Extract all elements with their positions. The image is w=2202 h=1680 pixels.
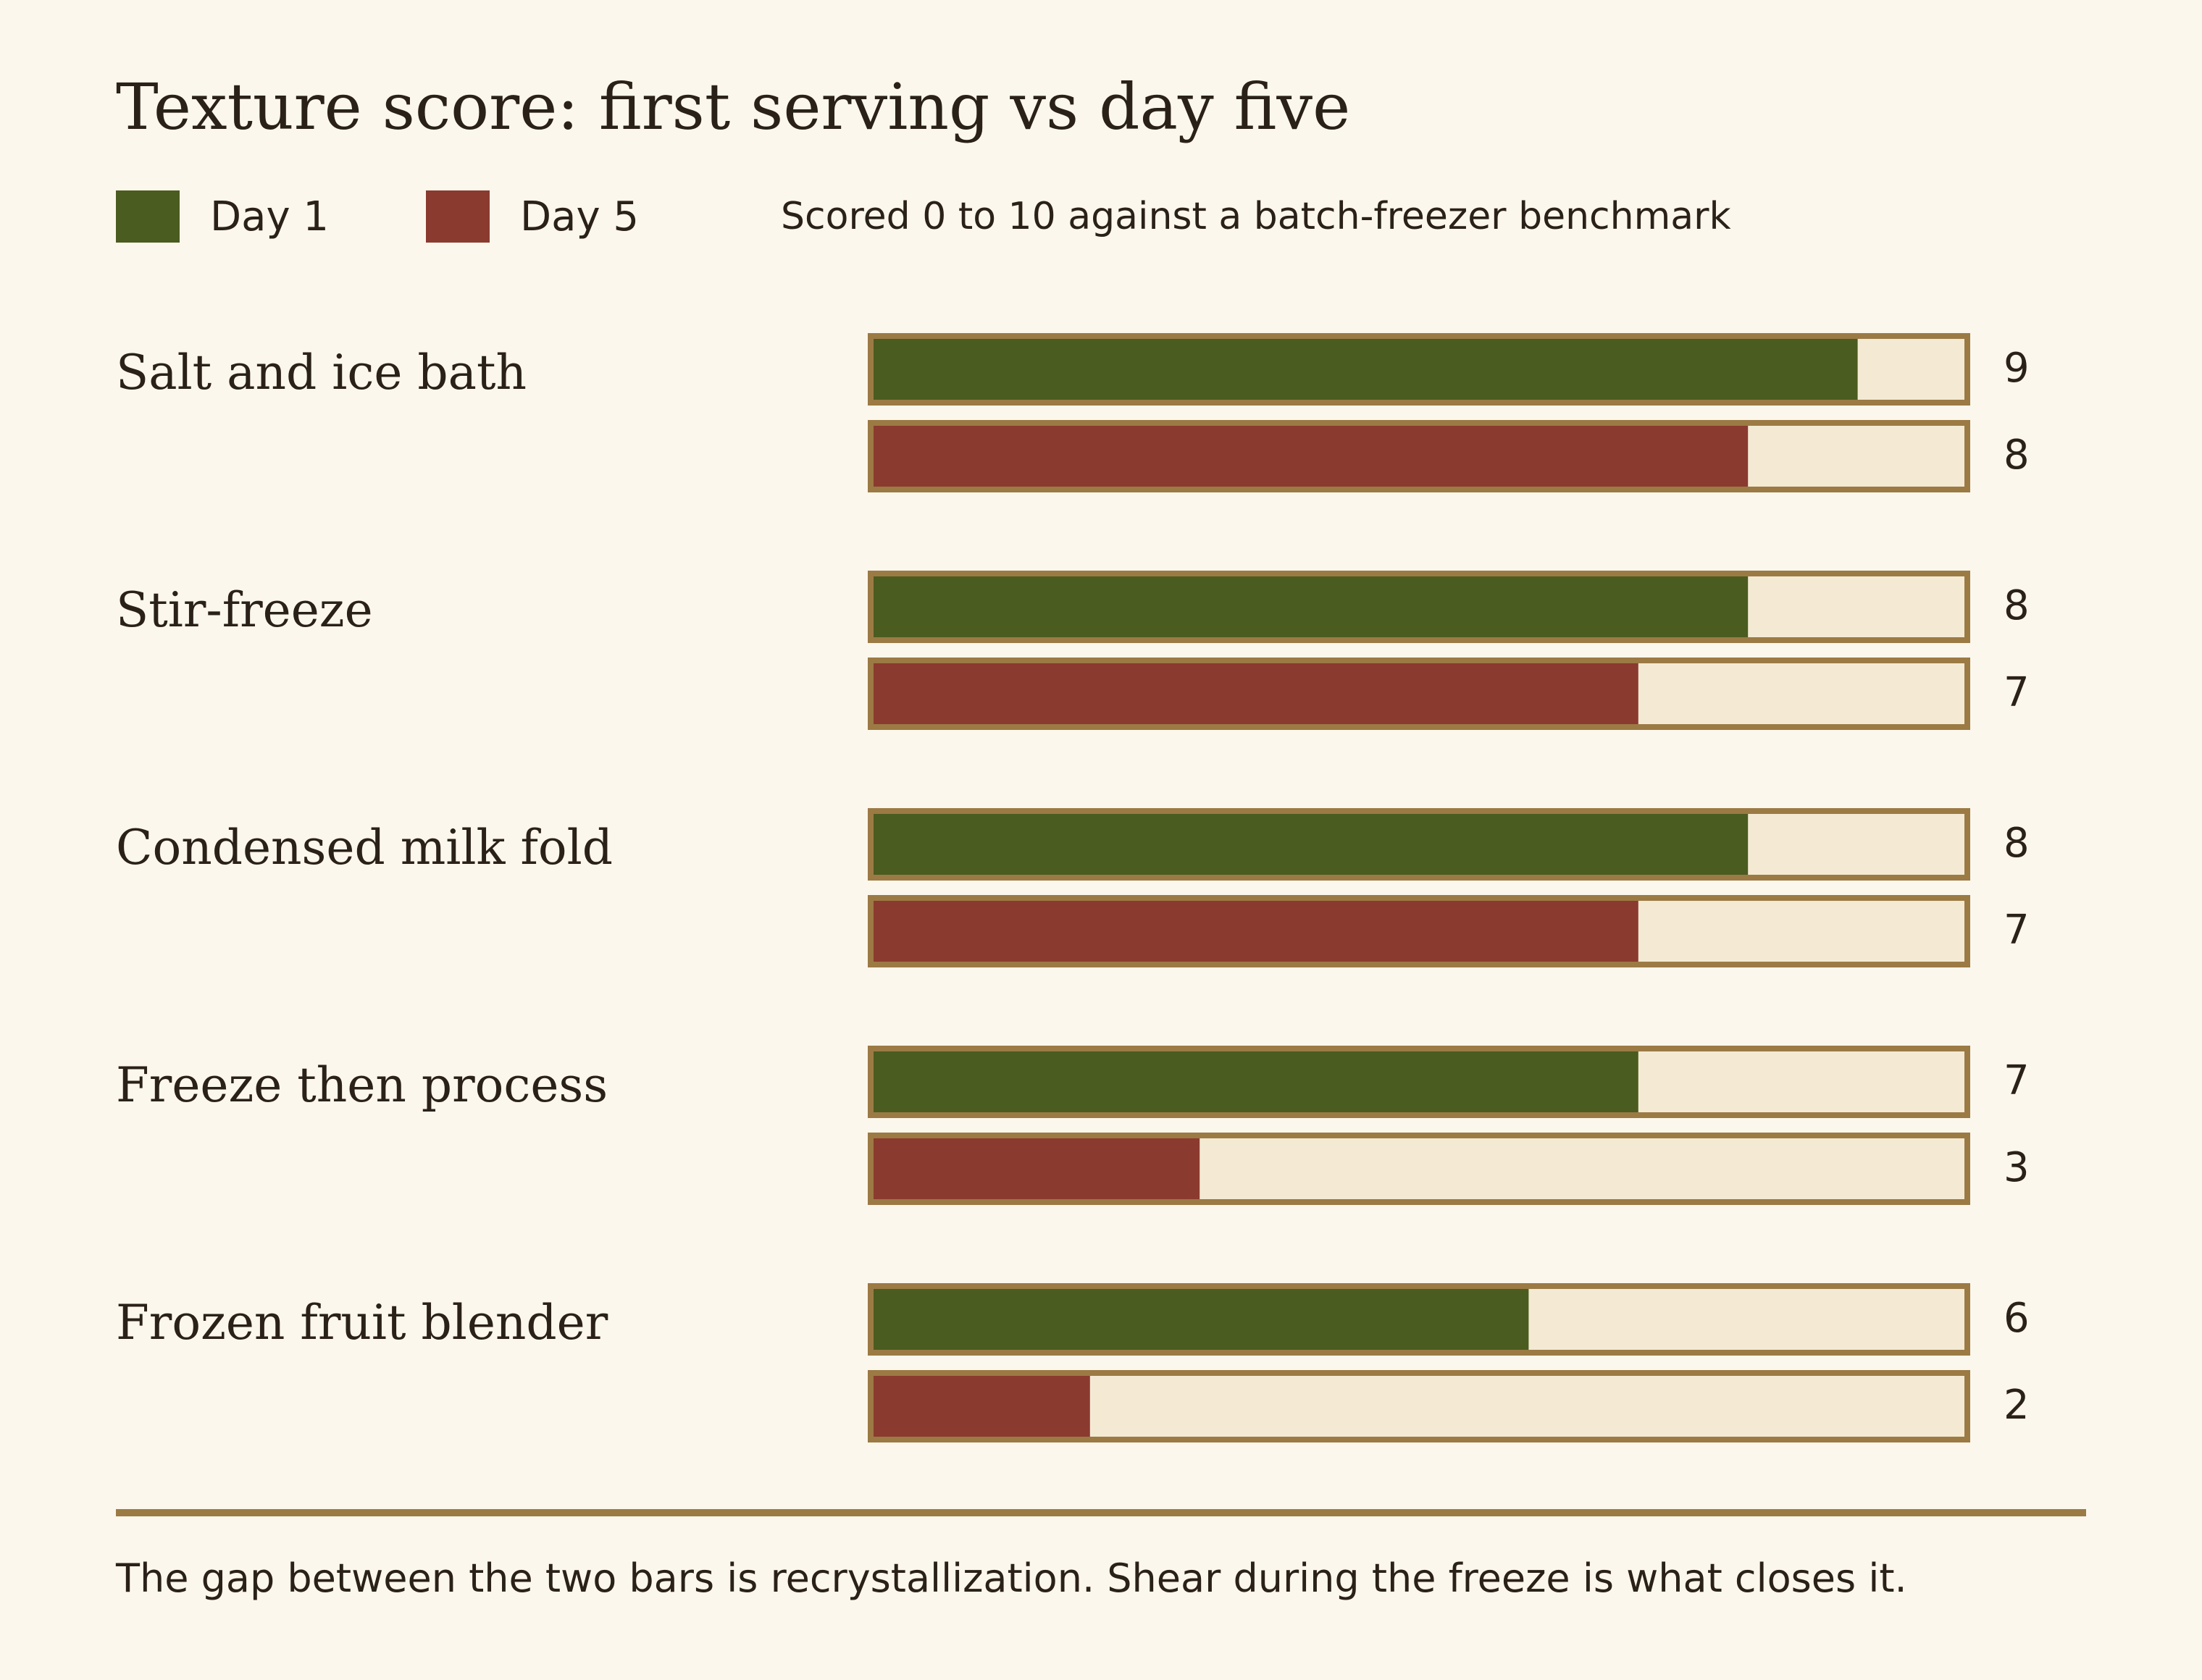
bar-stir-freeze-day-5 xyxy=(871,660,1638,727)
bar-frame-frozen-fruit-blender-day-5 xyxy=(868,1370,1970,1442)
value-label-frozen-fruit-blender-day-5: 2 xyxy=(2004,1382,2030,1429)
bar-freeze-then-process-day-5 xyxy=(871,1135,1200,1202)
bar-frozen-fruit-blender-day-1 xyxy=(871,1286,1529,1353)
chart-title: Texture score: first serving vs day five xyxy=(116,70,1351,144)
value-label-stir-freeze-day-5: 7 xyxy=(2004,669,2030,716)
value-label-freeze-then-process-day-1: 7 xyxy=(2004,1057,2030,1104)
legend-item-day1: Day 1 xyxy=(116,190,329,243)
scale-note: Scored 0 to 10 against a batch-freezer b… xyxy=(781,195,1731,238)
bar-frame-frozen-fruit-blender-day-1 xyxy=(868,1283,1970,1356)
legend-item-day5: Day 5 xyxy=(426,190,639,243)
bar-frame-freeze-then-process-day-1 xyxy=(868,1046,1970,1118)
value-label-condensed-milk-fold-day-5: 7 xyxy=(2004,907,2030,954)
bar-salt-and-ice-bath-day-1 xyxy=(871,336,1858,403)
footnote: The gap between the two bars is recrysta… xyxy=(116,1555,1907,1601)
legend-swatch-day1 xyxy=(116,190,180,243)
bar-stir-freeze-day-1 xyxy=(871,574,1749,640)
bar-frozen-fruit-blender-day-5 xyxy=(871,1373,1090,1440)
bar-condensed-milk-fold-day-5 xyxy=(871,898,1638,965)
bar-frame-stir-freeze-day-5 xyxy=(868,658,1970,730)
legend-label-day5: Day 5 xyxy=(520,193,640,240)
bar-frame-stir-freeze-day-1 xyxy=(868,571,1970,643)
category-label-condensed-milk-fold: Condensed milk fold xyxy=(116,820,613,875)
bar-frame-condensed-milk-fold-day-1 xyxy=(868,808,1970,881)
bar-condensed-milk-fold-day-1 xyxy=(871,811,1749,878)
category-label-stir-freeze: Stir-freeze xyxy=(116,582,373,638)
value-label-salt-and-ice-bath-day-1: 9 xyxy=(2004,345,2030,392)
category-label-frozen-fruit-blender: Frozen fruit blender xyxy=(116,1295,608,1351)
bar-frame-salt-and-ice-bath-day-5 xyxy=(868,420,1970,492)
bar-frame-salt-and-ice-bath-day-1 xyxy=(868,333,1970,406)
footer-divider xyxy=(116,1509,2086,1516)
legend: Day 1 Day 5 Scored 0 to 10 against a bat… xyxy=(116,187,1731,246)
bar-freeze-then-process-day-1 xyxy=(871,1049,1638,1115)
category-label-freeze-then-process: Freeze then process xyxy=(116,1057,608,1113)
bar-frame-freeze-then-process-day-5 xyxy=(868,1133,1970,1205)
value-label-condensed-milk-fold-day-1: 8 xyxy=(2004,820,2030,867)
category-label-salt-and-ice-bath: Salt and ice bath xyxy=(116,345,527,400)
bar-frame-condensed-milk-fold-day-5 xyxy=(868,895,1970,967)
bar-salt-and-ice-bath-day-5 xyxy=(871,423,1749,490)
legend-label-day1: Day 1 xyxy=(210,193,330,240)
legend-swatch-day5 xyxy=(426,190,490,243)
value-label-frozen-fruit-blender-day-1: 6 xyxy=(2004,1295,2030,1342)
bar-chart: Salt and ice bath 9 8 Stir-freeze 8 7 Condense… xyxy=(116,333,2030,1442)
value-label-freeze-then-process-day-5: 3 xyxy=(2004,1144,2030,1191)
value-label-stir-freeze-day-1: 8 xyxy=(2004,582,2030,629)
value-label-salt-and-ice-bath-day-5: 8 xyxy=(2004,432,2030,479)
